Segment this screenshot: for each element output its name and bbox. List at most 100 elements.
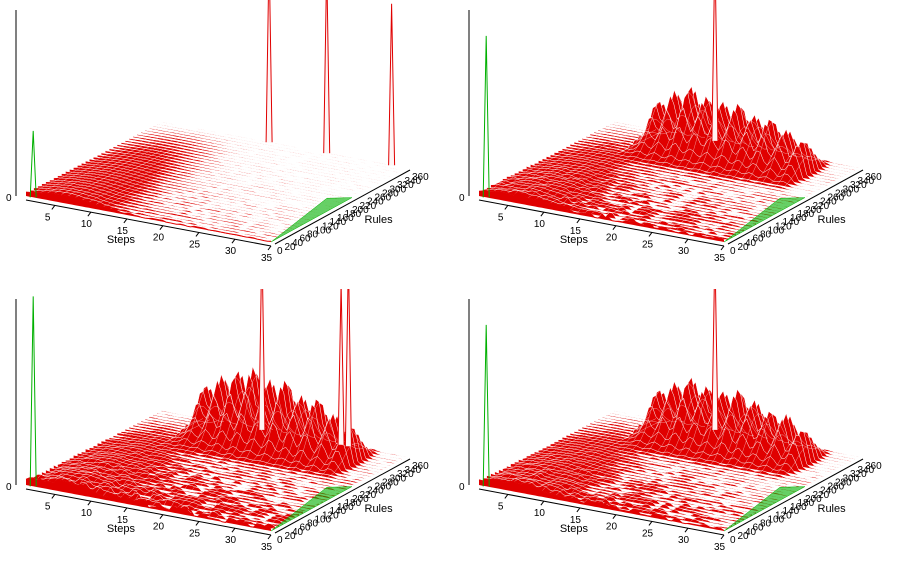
surface-col-line [660,121,797,227]
surface-row-line [502,178,748,229]
surface-col-line [542,118,678,200]
surface-row-line [554,441,800,490]
rules-tick-label: 40 [292,238,304,249]
surface-row-fill [483,477,728,529]
surface-col-line [109,374,246,499]
surface-row-fill [113,146,359,195]
rules-tick-label: 140 [783,217,800,228]
rules-tick-label: 140 [330,217,347,228]
surface-row-fill [518,459,764,510]
steps-tick-label: 15 [117,226,129,237]
surface-col-line [46,125,183,194]
surface-col-line [639,406,776,515]
surface-row-line [33,187,279,238]
surface-row-line [558,439,804,488]
surface-row-fill [26,192,271,242]
rules-tick-label: 340 [405,465,422,476]
surface-col-line [165,410,302,510]
steps-tick-label: 5 [498,501,504,512]
surface-col-line [513,417,650,482]
surface-col-line [193,409,330,517]
steps-tick [576,218,581,224]
surface-col-line [144,375,281,500]
surface-row-fill [530,164,776,214]
rules-tick-label: 20 [285,531,297,542]
surface-row-fill [479,479,724,531]
steps-tick-label: 35 [261,542,273,553]
surface-row-line [89,447,335,496]
surface-row-line [133,136,379,184]
surface-row-line [129,138,375,186]
surface-row-line [582,107,828,186]
steps-tick [195,521,200,526]
surface-col-line [562,381,699,498]
z-tick-label: 0 [6,193,12,204]
surface-col-line [207,155,344,230]
surface-row-line [41,471,288,522]
surface-col-line [681,153,818,232]
surface-col-line [506,416,643,483]
surface-col-line [67,129,204,197]
surface-row-line [490,184,736,235]
surface-col-line [130,390,267,501]
surface-row-line [546,156,792,206]
rules-tick-label: 220 [813,490,830,501]
surface-peak [482,35,490,198]
steps-tick-label: 25 [189,239,201,250]
steps-tick [267,534,272,540]
surface-col-line [228,159,365,234]
z-tick-label: 0 [459,193,465,204]
surface-col-line [95,385,232,493]
rules-tick-label: 340 [858,176,875,187]
steps-tick [195,232,200,237]
surface-col-line [81,420,218,485]
surface-row-line [53,465,299,515]
surface-col-line [520,129,657,194]
surface-row-line [49,467,295,517]
surface-front-edge [478,190,725,241]
surface-row-line [85,448,331,499]
steps-tick [231,238,236,244]
rules-tick-label: 160 [337,213,354,224]
surface-row-line [526,166,772,216]
surface-row-line [530,453,776,503]
surface-col-line [102,136,239,207]
surface-row-line [538,160,784,210]
surface-row-fill [81,163,327,212]
surface-row-line [518,170,764,221]
rules-tick-label: 160 [790,213,807,224]
steps-axis [25,488,272,536]
surface-row-fill [45,181,291,232]
rules-tick-label: 320 [397,180,414,191]
surface-col-line [618,414,755,510]
surface-col-line [95,134,232,205]
rules-tick-label: 200 [352,494,369,505]
surface-col-line [548,389,685,494]
surface-row-line [125,140,371,188]
rules-tick-label: 240 [367,197,384,208]
surface-col-line [478,410,615,481]
surface-col-line [88,133,225,203]
surface-row-fill [125,140,371,188]
surface-row-line [57,463,303,512]
surface-row-fill [522,168,768,219]
surface-col-line [235,161,372,235]
rules-tick-label: 20 [285,242,297,253]
rules-axis-label: Rules [818,503,847,515]
surface-row-line [586,91,832,184]
surface-row-line [502,467,748,517]
surface-col-line [242,162,379,237]
surface-row-line [490,473,736,524]
rules-axis [727,458,864,534]
steps-axis-label: Steps [107,234,136,246]
surface-row-line [562,437,808,486]
steps-tick [648,521,653,526]
surface-col-line [639,120,776,225]
surface-col-line [632,126,769,223]
surface-col-line [590,398,727,502]
surface-row-fill [546,156,792,205]
surface-row-line [97,154,343,203]
surface-row-fill [97,443,343,492]
rules-tick-label: 40 [745,238,757,249]
